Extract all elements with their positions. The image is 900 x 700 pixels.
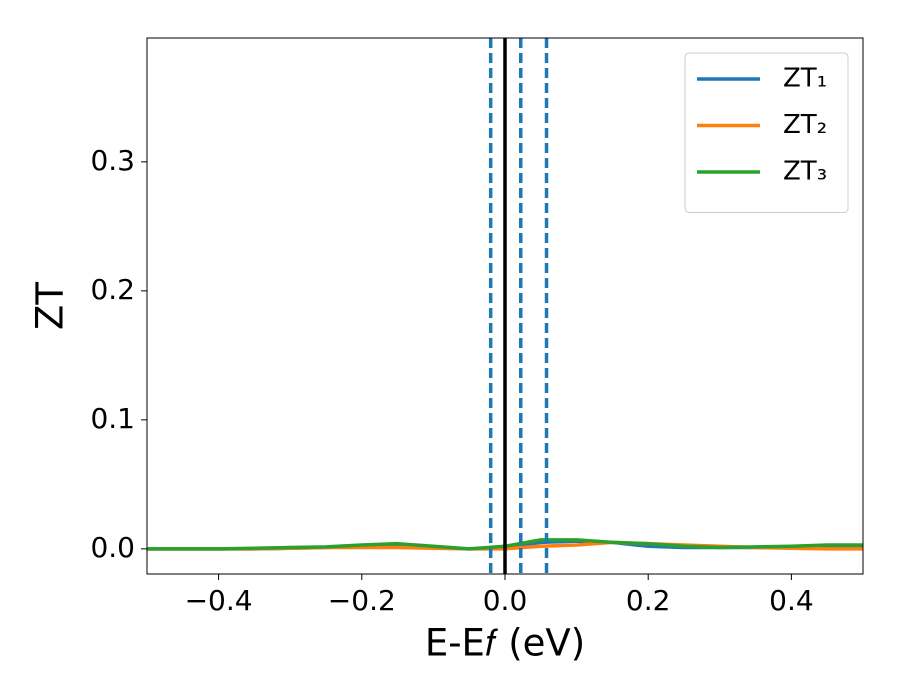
y-tick-label: 0.3 [90,144,135,177]
y-axis-label: ZT [29,282,72,330]
legend-label: ZT₂ [783,110,827,140]
y-tick-label: 0.2 [90,273,135,306]
plot-frame [146,37,864,575]
legend-label: ZT₁ [783,64,827,94]
x-axis-label: E-E𝑓 (eV) [425,622,585,665]
x-tick-label: 0.4 [769,584,814,617]
x-tick-label: −0.2 [328,584,396,617]
legend-label: ZT₃ [783,157,827,187]
y-tick-label: 0.1 [90,402,135,435]
x-tick-label: 0.0 [483,584,528,617]
y-tick-label: 0.0 [90,531,135,564]
x-tick-label: −0.4 [185,584,253,617]
x-tick-label: 0.2 [626,584,671,617]
